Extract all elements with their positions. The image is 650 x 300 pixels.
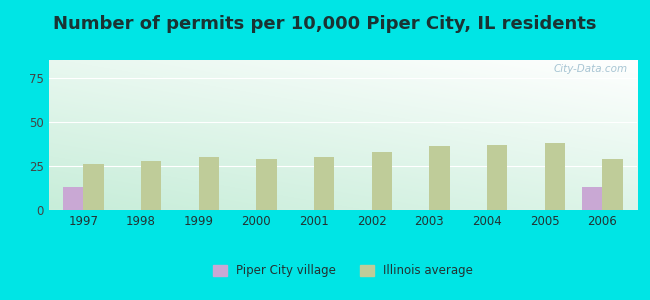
Bar (545, 143, 565, 210)
Bar (372, 152, 392, 210)
Bar (430, 146, 450, 210)
Bar (141, 160, 161, 210)
Text: Number of permits per 10,000 Piper City, IL residents: Number of permits per 10,000 Piper City,… (53, 15, 597, 33)
Bar (603, 159, 623, 210)
Legend: Piper City village, Illinois average: Piper City village, Illinois average (208, 260, 478, 282)
Bar (199, 157, 219, 210)
Bar (83, 164, 103, 210)
Bar (256, 159, 276, 210)
Bar (582, 187, 603, 210)
Bar (314, 157, 334, 210)
Text: City-Data.com: City-Data.com (554, 64, 628, 74)
Bar (487, 145, 507, 210)
Bar (63, 187, 83, 210)
